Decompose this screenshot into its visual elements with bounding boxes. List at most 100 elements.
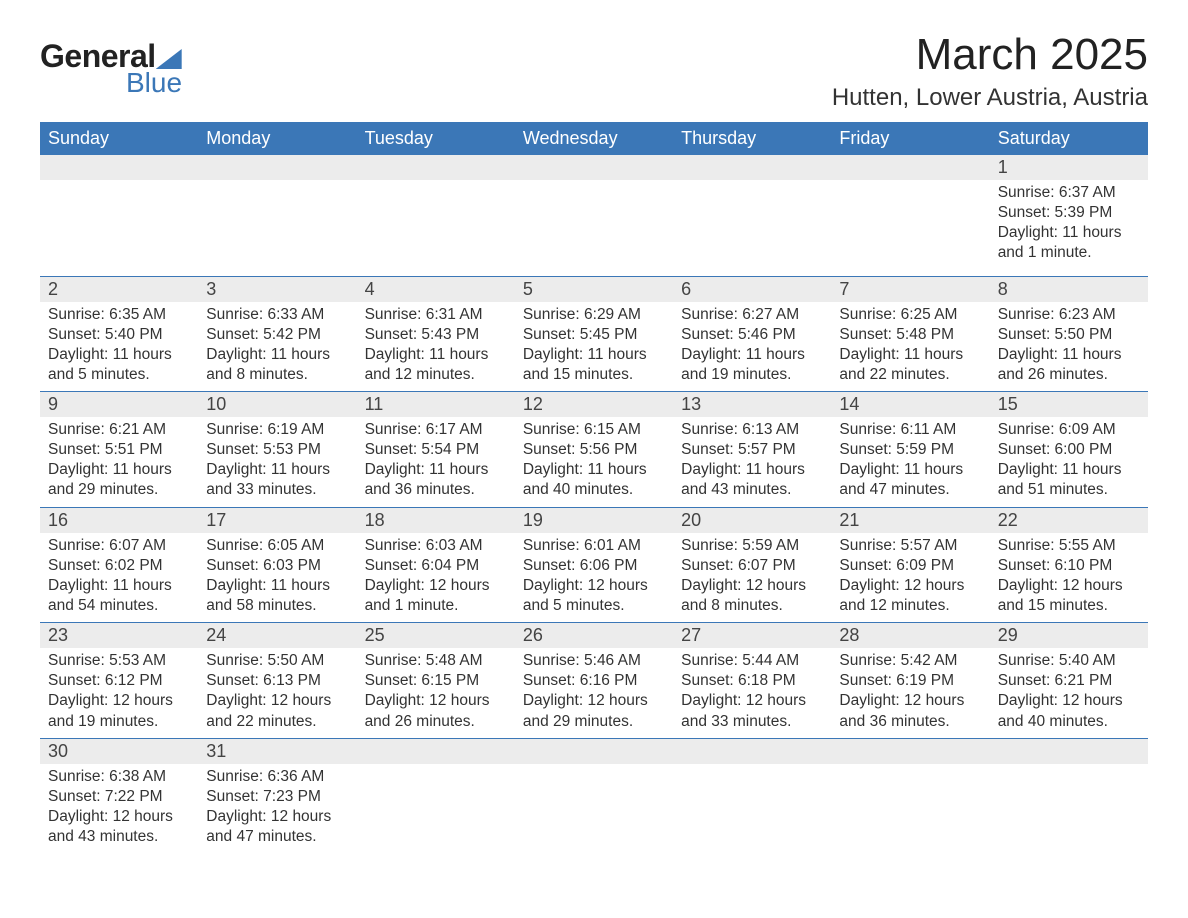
daylight-line: Daylight: 11 hours <box>365 345 507 365</box>
daylight-line: Daylight: 12 hours <box>998 576 1140 596</box>
day-number: 15 <box>998 394 1018 414</box>
sunrise-line: Sunrise: 6:09 AM <box>998 420 1140 440</box>
day-number: 30 <box>48 741 68 761</box>
sunrise-line: Sunrise: 6:25 AM <box>839 305 981 325</box>
day-number: 20 <box>681 510 701 530</box>
daylight-line: and 54 minutes. <box>48 596 190 616</box>
sunset-line: Sunset: 6:06 PM <box>523 556 665 576</box>
day-content-cell: Sunrise: 6:33 AMSunset: 5:42 PMDaylight:… <box>198 302 356 392</box>
day-number-cell: 5 <box>515 276 673 302</box>
day-number-cell: 3 <box>198 276 356 302</box>
day-content-cell: Sunrise: 5:44 AMSunset: 6:18 PMDaylight:… <box>673 648 831 738</box>
day-content-row: Sunrise: 6:37 AMSunset: 5:39 PMDaylight:… <box>40 180 1148 276</box>
daylight-line: Daylight: 11 hours <box>998 223 1140 243</box>
daylight-line: Daylight: 11 hours <box>206 576 348 596</box>
daylight-line: and 5 minutes. <box>523 596 665 616</box>
day-number-row: 9101112131415 <box>40 392 1148 418</box>
sunrise-line: Sunrise: 6:38 AM <box>48 767 190 787</box>
day-content-cell: Sunrise: 6:23 AMSunset: 5:50 PMDaylight:… <box>990 302 1148 392</box>
sunset-line: Sunset: 5:53 PM <box>206 440 348 460</box>
day-number-cell: 2 <box>40 276 198 302</box>
daylight-line: Daylight: 11 hours <box>998 345 1140 365</box>
day-number-cell: 1 <box>990 155 1148 180</box>
day-number-cell <box>357 155 515 180</box>
day-number-cell: 31 <box>198 738 356 764</box>
daylight-line: and 15 minutes. <box>523 365 665 385</box>
daylight-line: and 19 minutes. <box>681 365 823 385</box>
day-content-cell: Sunrise: 5:46 AMSunset: 6:16 PMDaylight:… <box>515 648 673 738</box>
daylight-line: and 19 minutes. <box>48 712 190 732</box>
day-content-cell: Sunrise: 6:38 AMSunset: 7:22 PMDaylight:… <box>40 764 198 854</box>
daylight-line: Daylight: 11 hours <box>681 460 823 480</box>
day-content-cell: Sunrise: 6:11 AMSunset: 5:59 PMDaylight:… <box>831 417 989 507</box>
day-number-cell: 27 <box>673 623 831 649</box>
day-number: 12 <box>523 394 543 414</box>
sunrise-line: Sunrise: 6:23 AM <box>998 305 1140 325</box>
title-block: March 2025 Hutten, Lower Austria, Austri… <box>832 30 1148 112</box>
day-content-cell <box>198 180 356 276</box>
sunrise-line: Sunrise: 5:59 AM <box>681 536 823 556</box>
daylight-line: Daylight: 12 hours <box>365 576 507 596</box>
sunset-line: Sunset: 6:00 PM <box>998 440 1140 460</box>
daylight-line: and 22 minutes. <box>206 712 348 732</box>
day-content-cell <box>40 180 198 276</box>
logo-text-blue: Blue <box>126 67 182 99</box>
day-content-cell: Sunrise: 6:15 AMSunset: 5:56 PMDaylight:… <box>515 417 673 507</box>
day-number: 9 <box>48 394 58 414</box>
day-number-cell: 23 <box>40 623 198 649</box>
daylight-line: and 1 minute. <box>998 243 1140 263</box>
sunset-line: Sunset: 6:13 PM <box>206 671 348 691</box>
daylight-line: and 5 minutes. <box>48 365 190 385</box>
day-number: 1 <box>998 157 1008 177</box>
sunset-line: Sunset: 5:48 PM <box>839 325 981 345</box>
day-content-cell <box>831 764 989 854</box>
brand-logo: General Blue <box>40 38 182 99</box>
day-number: 21 <box>839 510 859 530</box>
daylight-line: and 58 minutes. <box>206 596 348 616</box>
day-content-cell: Sunrise: 6:31 AMSunset: 5:43 PMDaylight:… <box>357 302 515 392</box>
sunset-line: Sunset: 6:21 PM <box>998 671 1140 691</box>
sunrise-line: Sunrise: 5:42 AM <box>839 651 981 671</box>
sunset-line: Sunset: 5:39 PM <box>998 203 1140 223</box>
daylight-line: and 8 minutes. <box>681 596 823 616</box>
day-number-cell: 20 <box>673 507 831 533</box>
day-number: 13 <box>681 394 701 414</box>
sunrise-line: Sunrise: 6:29 AM <box>523 305 665 325</box>
day-number-cell: 25 <box>357 623 515 649</box>
daylight-line: Daylight: 12 hours <box>365 691 507 711</box>
day-number-cell: 12 <box>515 392 673 418</box>
sunrise-line: Sunrise: 6:33 AM <box>206 305 348 325</box>
day-number: 5 <box>523 279 533 299</box>
day-number-row: 30 31 <box>40 738 1148 764</box>
day-number: 8 <box>998 279 1008 299</box>
day-content-cell: Sunrise: 5:42 AMSunset: 6:19 PMDaylight:… <box>831 648 989 738</box>
day-number-cell: 29 <box>990 623 1148 649</box>
day-content-cell: Sunrise: 5:40 AMSunset: 6:21 PMDaylight:… <box>990 648 1148 738</box>
day-number-row: 2345678 <box>40 276 1148 302</box>
sunset-line: Sunset: 7:22 PM <box>48 787 190 807</box>
sunrise-line: Sunrise: 6:19 AM <box>206 420 348 440</box>
sunset-line: Sunset: 7:23 PM <box>206 787 348 807</box>
day-content-cell: Sunrise: 5:48 AMSunset: 6:15 PMDaylight:… <box>357 648 515 738</box>
day-content-cell: Sunrise: 5:50 AMSunset: 6:13 PMDaylight:… <box>198 648 356 738</box>
page-header: General Blue March 2025 Hutten, Lower Au… <box>40 30 1148 112</box>
day-number-cell: 10 <box>198 392 356 418</box>
day-number: 14 <box>839 394 859 414</box>
daylight-line: and 8 minutes. <box>206 365 348 385</box>
day-number-cell: 19 <box>515 507 673 533</box>
day-number: 28 <box>839 625 859 645</box>
sunset-line: Sunset: 6:15 PM <box>365 671 507 691</box>
day-content-row: Sunrise: 6:35 AMSunset: 5:40 PMDaylight:… <box>40 302 1148 392</box>
day-content-cell <box>831 180 989 276</box>
daylight-line: Daylight: 11 hours <box>523 460 665 480</box>
daylight-line: and 43 minutes. <box>48 827 190 847</box>
daylight-line: and 40 minutes. <box>998 712 1140 732</box>
day-number: 6 <box>681 279 691 299</box>
logo-triangle-icon <box>156 49 182 69</box>
day-number-cell: 21 <box>831 507 989 533</box>
weekday-header: Tuesday <box>357 122 515 155</box>
sunrise-line: Sunrise: 6:21 AM <box>48 420 190 440</box>
daylight-line: Daylight: 11 hours <box>998 460 1140 480</box>
day-content-cell: Sunrise: 5:57 AMSunset: 6:09 PMDaylight:… <box>831 533 989 623</box>
daylight-line: Daylight: 11 hours <box>523 345 665 365</box>
